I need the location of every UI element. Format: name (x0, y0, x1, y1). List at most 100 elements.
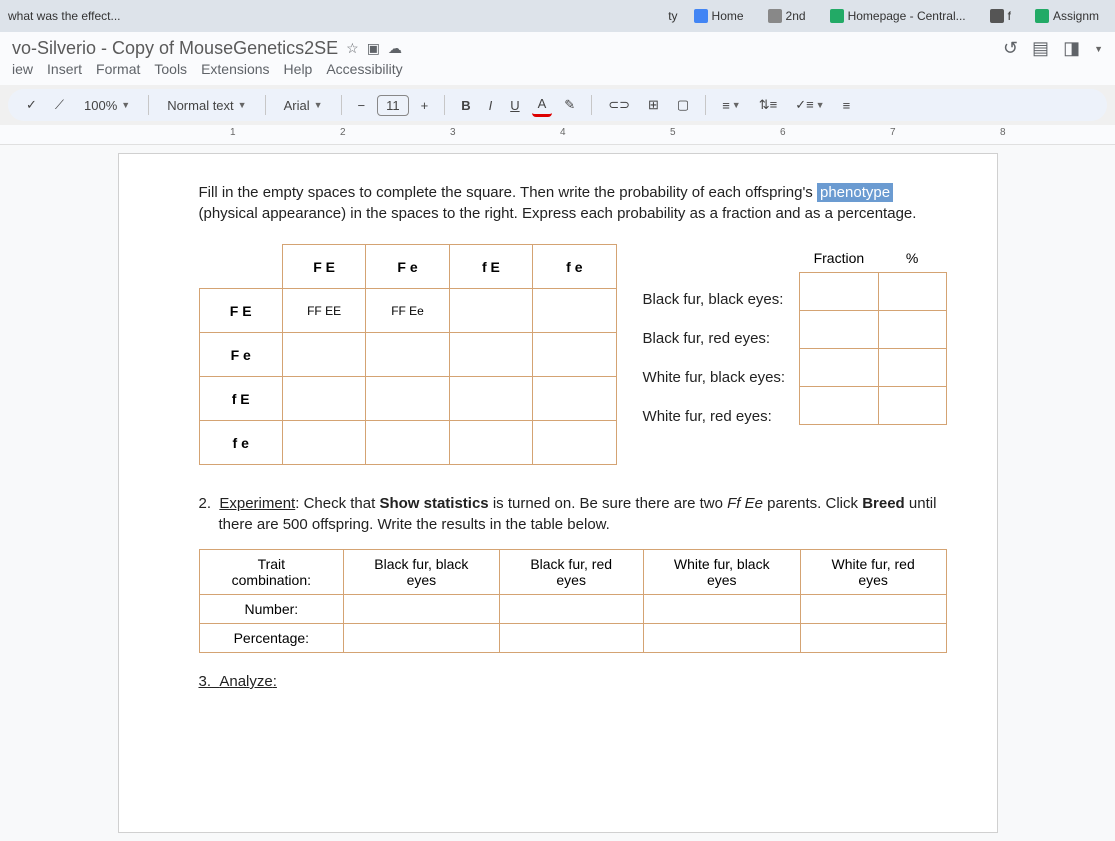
spellcheck-button[interactable]: ✓ (20, 93, 43, 117)
move-icon[interactable]: ▣ (367, 40, 380, 57)
punnett-col-header: f e (533, 245, 616, 289)
history-icon[interactable]: ↺ (1003, 38, 1018, 59)
ruler-mark-5: 5 (670, 127, 676, 138)
bold-button[interactable]: B (455, 94, 476, 117)
zoom-select[interactable]: 100%▼ (76, 94, 138, 117)
highlighted-word: phenotype (817, 183, 893, 202)
font-select[interactable]: Arial▼ (276, 94, 331, 117)
menu-format[interactable]: Format (96, 61, 140, 77)
percent-cell[interactable] (878, 273, 946, 311)
style-select[interactable]: Normal text▼ (159, 94, 254, 117)
punnett-cell[interactable] (282, 333, 365, 377)
results-cell[interactable] (499, 595, 643, 624)
results-header: Trait combination: (199, 550, 344, 595)
menu-tools[interactable]: Tools (154, 61, 187, 77)
punnett-cell[interactable] (366, 421, 449, 465)
punnett-cell[interactable] (366, 377, 449, 421)
checklist-button[interactable]: ✓≡▼ (789, 93, 830, 117)
punnett-cell[interactable] (449, 333, 532, 377)
font-size-decrease[interactable]: − (352, 94, 372, 117)
punnett-cell[interactable] (449, 421, 532, 465)
punnett-cell[interactable] (533, 377, 616, 421)
fraction-percent-table[interactable]: Fraction % (799, 244, 946, 425)
results-table[interactable]: Trait combination: Black fur, black eyes… (199, 549, 947, 653)
fraction-cell[interactable] (800, 273, 879, 311)
punnett-cell[interactable] (533, 333, 616, 377)
phenotype-row: Black fur, black eyes: (643, 280, 786, 319)
punnett-cell[interactable]: FF Ee (366, 289, 449, 333)
comments-icon[interactable]: ▤ (1032, 38, 1049, 59)
f-favicon (990, 9, 1004, 23)
italic-button[interactable]: I (483, 94, 499, 117)
insert-image-button[interactable]: ▢ (671, 93, 695, 117)
results-cell[interactable] (499, 624, 643, 653)
instruction-text: Fill in the empty spaces to complete the… (199, 182, 947, 224)
meet-dropdown-icon[interactable]: ▼ (1094, 44, 1103, 54)
results-cell[interactable] (344, 624, 499, 653)
punnett-col-header: F E (282, 245, 365, 289)
meet-icon[interactable]: ◨ (1063, 38, 1080, 59)
punnett-cell[interactable] (282, 421, 365, 465)
home-favicon (694, 9, 708, 23)
percent-cell[interactable] (878, 311, 946, 349)
ruler[interactable]: 1 2 3 4 5 6 7 8 (0, 125, 1115, 145)
results-cell[interactable] (800, 624, 946, 653)
2nd-favicon (768, 9, 782, 23)
results-cell[interactable] (800, 595, 946, 624)
tab-2nd[interactable]: 2nd (760, 5, 814, 27)
paint-format-button[interactable]: ⟋ (49, 93, 70, 117)
ruler-mark-8: 8 (1000, 127, 1006, 138)
results-cell[interactable] (643, 595, 800, 624)
highlight-button[interactable]: ✎ (558, 93, 581, 117)
underline-button[interactable]: U (504, 94, 525, 117)
ruler-mark-2: 2 (340, 127, 346, 138)
line-spacing-button[interactable]: ⇅≡ (753, 93, 783, 117)
text-color-button[interactable]: A (532, 93, 553, 117)
add-comment-button[interactable]: ⊞ (642, 93, 665, 117)
results-header: White fur, black eyes (643, 550, 800, 595)
punnett-cell[interactable] (533, 289, 616, 333)
punnett-square-table[interactable]: F E F e f E f e F E FF EE FF Ee F e (199, 244, 617, 465)
menu-insert[interactable]: Insert (47, 61, 82, 77)
toolbar: ✓ ⟋ 100%▼ Normal text▼ Arial▼ − 11 + B I… (8, 89, 1107, 121)
tab-assign[interactable]: Assignm (1027, 5, 1107, 27)
results-cell[interactable] (344, 595, 499, 624)
menu-view[interactable]: iew (12, 61, 33, 77)
document-page[interactable]: Fill in the empty spaces to complete the… (118, 153, 998, 833)
punnett-cell[interactable] (366, 333, 449, 377)
percent-cell[interactable] (878, 349, 946, 387)
phenotype-row: White fur, red eyes: (643, 397, 786, 436)
results-header: Black fur, black eyes (344, 550, 499, 595)
bullets-button[interactable]: ≡ (837, 94, 857, 117)
font-size-input[interactable]: 11 (377, 95, 409, 116)
ruler-mark-6: 6 (780, 127, 786, 138)
tab-fragment: what was the effect... (8, 9, 121, 23)
punnett-cell[interactable] (282, 377, 365, 421)
tab-item-ty[interactable]: ty (668, 9, 677, 23)
tab-homepage[interactable]: Homepage - Central... (822, 5, 974, 27)
percent-cell[interactable] (878, 387, 946, 425)
punnett-row-header: f E (199, 377, 282, 421)
cloud-status-icon[interactable]: ☁ (388, 40, 402, 57)
punnett-cell[interactable] (533, 421, 616, 465)
align-button[interactable]: ≡▼ (716, 94, 747, 117)
punnett-cell[interactable] (449, 289, 532, 333)
menu-help[interactable]: Help (284, 61, 313, 77)
fraction-cell[interactable] (800, 349, 879, 387)
experiment-instruction: 2. Experiment: Check that Show statistic… (199, 493, 947, 535)
punnett-cell[interactable] (449, 377, 532, 421)
tab-home[interactable]: Home (686, 5, 752, 27)
menu-accessibility[interactable]: Accessibility (326, 61, 402, 77)
menu-extensions[interactable]: Extensions (201, 61, 269, 77)
tab-f[interactable]: f (982, 5, 1019, 27)
fraction-cell[interactable] (800, 311, 879, 349)
link-button[interactable]: ⊂⊃ (602, 93, 636, 117)
results-row-label: Percentage: (199, 624, 344, 653)
star-icon[interactable]: ☆ (346, 40, 359, 57)
ruler-mark-4: 4 (560, 127, 566, 138)
document-title[interactable]: vo-Silverio - Copy of MouseGenetics2SE (12, 38, 338, 59)
fraction-cell[interactable] (800, 387, 879, 425)
results-cell[interactable] (643, 624, 800, 653)
punnett-cell[interactable]: FF EE (282, 289, 365, 333)
font-size-increase[interactable]: + (415, 94, 435, 117)
